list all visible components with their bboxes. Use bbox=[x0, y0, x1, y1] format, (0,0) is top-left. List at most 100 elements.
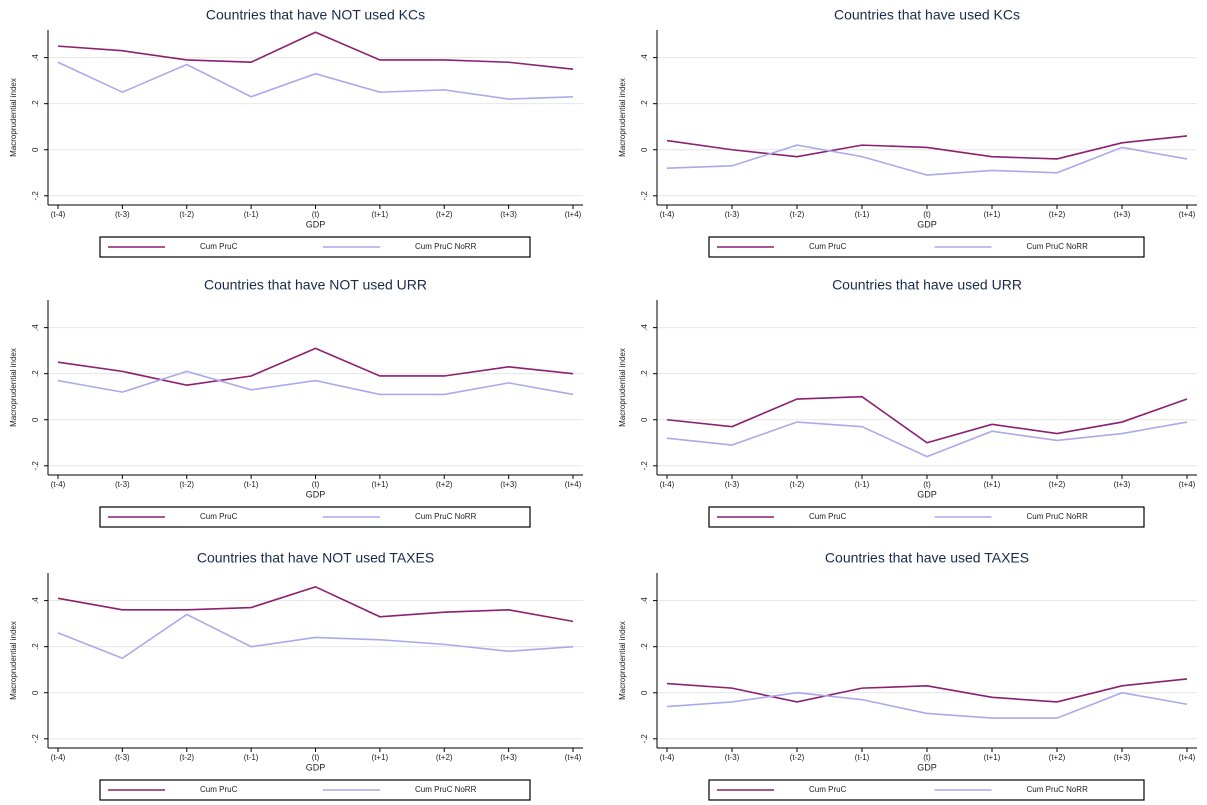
x-tick-label: (t+3) bbox=[500, 480, 517, 489]
x-tick-label: (t+1) bbox=[984, 480, 1001, 489]
x-tick-label: (t) bbox=[923, 480, 931, 489]
x-tick-label: (t-1) bbox=[244, 210, 259, 219]
legend-box bbox=[99, 506, 531, 528]
panel: Countries that have NOT used KCs -.2 0 .2 .4… bbox=[9, 7, 583, 258]
legend-label: Cum PruC bbox=[809, 785, 847, 794]
panel: Countries that have NOT used URR -.2 0 .2 .4… bbox=[9, 277, 583, 528]
legend-box bbox=[708, 506, 1145, 528]
x-tick-label: (t+1) bbox=[984, 210, 1001, 219]
legend-label: Cum PruC NoRR bbox=[415, 512, 477, 521]
x-tick-label: (t) bbox=[312, 210, 320, 219]
y-tick-label: .4 bbox=[31, 597, 40, 604]
series-line bbox=[57, 61, 574, 100]
x-tick-label: (t+1) bbox=[372, 210, 389, 219]
y-tick-label: .2 bbox=[640, 370, 649, 377]
x-tick-label: (t-4) bbox=[660, 753, 675, 762]
series-line bbox=[57, 585, 574, 623]
legend-box bbox=[99, 779, 531, 801]
chart-title: Countries that have NOT used TAXES bbox=[197, 550, 434, 566]
x-tick-label: (t-2) bbox=[179, 753, 194, 762]
x-tick-label: (t+2) bbox=[436, 753, 453, 762]
y-tick-label: 0 bbox=[31, 417, 40, 422]
y-tick-label: -.2 bbox=[31, 191, 40, 201]
x-tick-label: (t+2) bbox=[436, 480, 453, 489]
y-tick-label: .4 bbox=[31, 324, 40, 331]
legend-label: Cum PruC bbox=[809, 242, 847, 251]
legend-label: Cum PruC bbox=[200, 785, 238, 794]
y-axis-label: Macroprudential index bbox=[618, 78, 627, 157]
panel: Countries that have used KCs -.2 0 .2 .4 (t-4… bbox=[618, 7, 1197, 258]
x-tick-label: (t+4) bbox=[565, 480, 582, 489]
x-tick-label: (t+3) bbox=[500, 753, 517, 762]
x-tick-label: (t+3) bbox=[1114, 753, 1131, 762]
y-tick-label: .2 bbox=[31, 643, 40, 650]
x-tick-label: (t+3) bbox=[500, 210, 517, 219]
y-tick-label: -.2 bbox=[31, 461, 40, 471]
y-tick-label: .2 bbox=[640, 643, 649, 650]
x-tick-label: (t-3) bbox=[115, 210, 130, 219]
legend-box bbox=[99, 236, 531, 258]
x-tick-label: (t-2) bbox=[790, 210, 805, 219]
x-tick-label: (t+3) bbox=[1114, 210, 1131, 219]
y-tick-label: -.2 bbox=[640, 191, 649, 201]
x-tick-label: (t+3) bbox=[1114, 480, 1131, 489]
series-line bbox=[666, 144, 1188, 176]
x-tick-label: (t+1) bbox=[984, 753, 1001, 762]
x-tick-label: (t+4) bbox=[1179, 480, 1196, 489]
panel: Countries that have NOT used TAXES -.2 0 .2… bbox=[9, 550, 583, 801]
y-tick-label: 0 bbox=[640, 417, 649, 422]
legend-label: Cum PruC bbox=[200, 242, 238, 251]
y-tick-label: .4 bbox=[640, 597, 649, 604]
y-tick-label: 0 bbox=[640, 147, 649, 152]
x-tick-label: (t+4) bbox=[1179, 753, 1196, 762]
x-tick-label: (t-1) bbox=[244, 480, 259, 489]
y-tick-label: -.2 bbox=[640, 734, 649, 744]
series-line bbox=[57, 347, 574, 387]
x-tick-label: (t) bbox=[312, 753, 320, 762]
x-tick-label: (t+4) bbox=[1179, 210, 1196, 219]
series-line bbox=[666, 678, 1188, 703]
y-axis-label: Macroprudential index bbox=[618, 348, 627, 427]
x-tick-label: (t+1) bbox=[372, 480, 389, 489]
panel: Countries that have used TAXES -.2 0 .2 .4 (t… bbox=[618, 550, 1197, 801]
legend-label: Cum PruC NoRR bbox=[415, 242, 477, 251]
legend-label: Cum PruC bbox=[200, 512, 238, 521]
x-tick-label: (t-3) bbox=[725, 753, 740, 762]
y-tick-label: .2 bbox=[31, 100, 40, 107]
x-tick-label: (t-4) bbox=[51, 210, 66, 219]
y-tick-label: .2 bbox=[640, 100, 649, 107]
y-tick-label: 0 bbox=[640, 690, 649, 695]
x-tick-label: (t) bbox=[312, 480, 320, 489]
y-axis-label: Macroprudential index bbox=[9, 621, 18, 700]
x-tick-label: (t-4) bbox=[660, 210, 675, 219]
x-axis-label: GDP bbox=[917, 489, 937, 499]
chart-title: Countries that have NOT used URR bbox=[204, 277, 427, 293]
x-tick-label: (t-2) bbox=[179, 210, 194, 219]
series-line bbox=[666, 691, 1188, 719]
x-tick-label: (t-3) bbox=[115, 480, 130, 489]
x-axis-label: GDP bbox=[306, 489, 326, 499]
y-tick-label: 0 bbox=[31, 690, 40, 695]
x-tick-label: (t-2) bbox=[790, 480, 805, 489]
y-tick-label: .4 bbox=[640, 54, 649, 61]
x-tick-label: (t-3) bbox=[725, 480, 740, 489]
x-tick-label: (t) bbox=[923, 210, 931, 219]
series-line bbox=[57, 613, 574, 660]
y-axis-label: Macroprudential index bbox=[618, 621, 627, 700]
chart-title: Countries that have NOT used KCs bbox=[206, 7, 425, 23]
x-tick-label: (t-1) bbox=[855, 210, 870, 219]
chart-title: Countries that have used KCs bbox=[834, 7, 1020, 23]
panel: Countries that have used URR -.2 0 .2 .4 (t-4… bbox=[618, 277, 1197, 528]
series-line bbox=[57, 370, 574, 396]
x-axis-label: GDP bbox=[917, 219, 937, 229]
x-tick-label: (t-4) bbox=[51, 753, 66, 762]
x-axis-label: GDP bbox=[917, 762, 937, 772]
y-tick-label: .4 bbox=[640, 324, 649, 331]
x-tick-label: (t+4) bbox=[565, 210, 582, 219]
chart-title: Countries that have used TAXES bbox=[825, 550, 1029, 566]
y-tick-label: 0 bbox=[31, 147, 40, 152]
x-tick-label: (t+2) bbox=[1049, 753, 1066, 762]
series-line bbox=[666, 421, 1188, 458]
x-tick-label: (t-1) bbox=[855, 753, 870, 762]
y-tick-label: .4 bbox=[31, 54, 40, 61]
